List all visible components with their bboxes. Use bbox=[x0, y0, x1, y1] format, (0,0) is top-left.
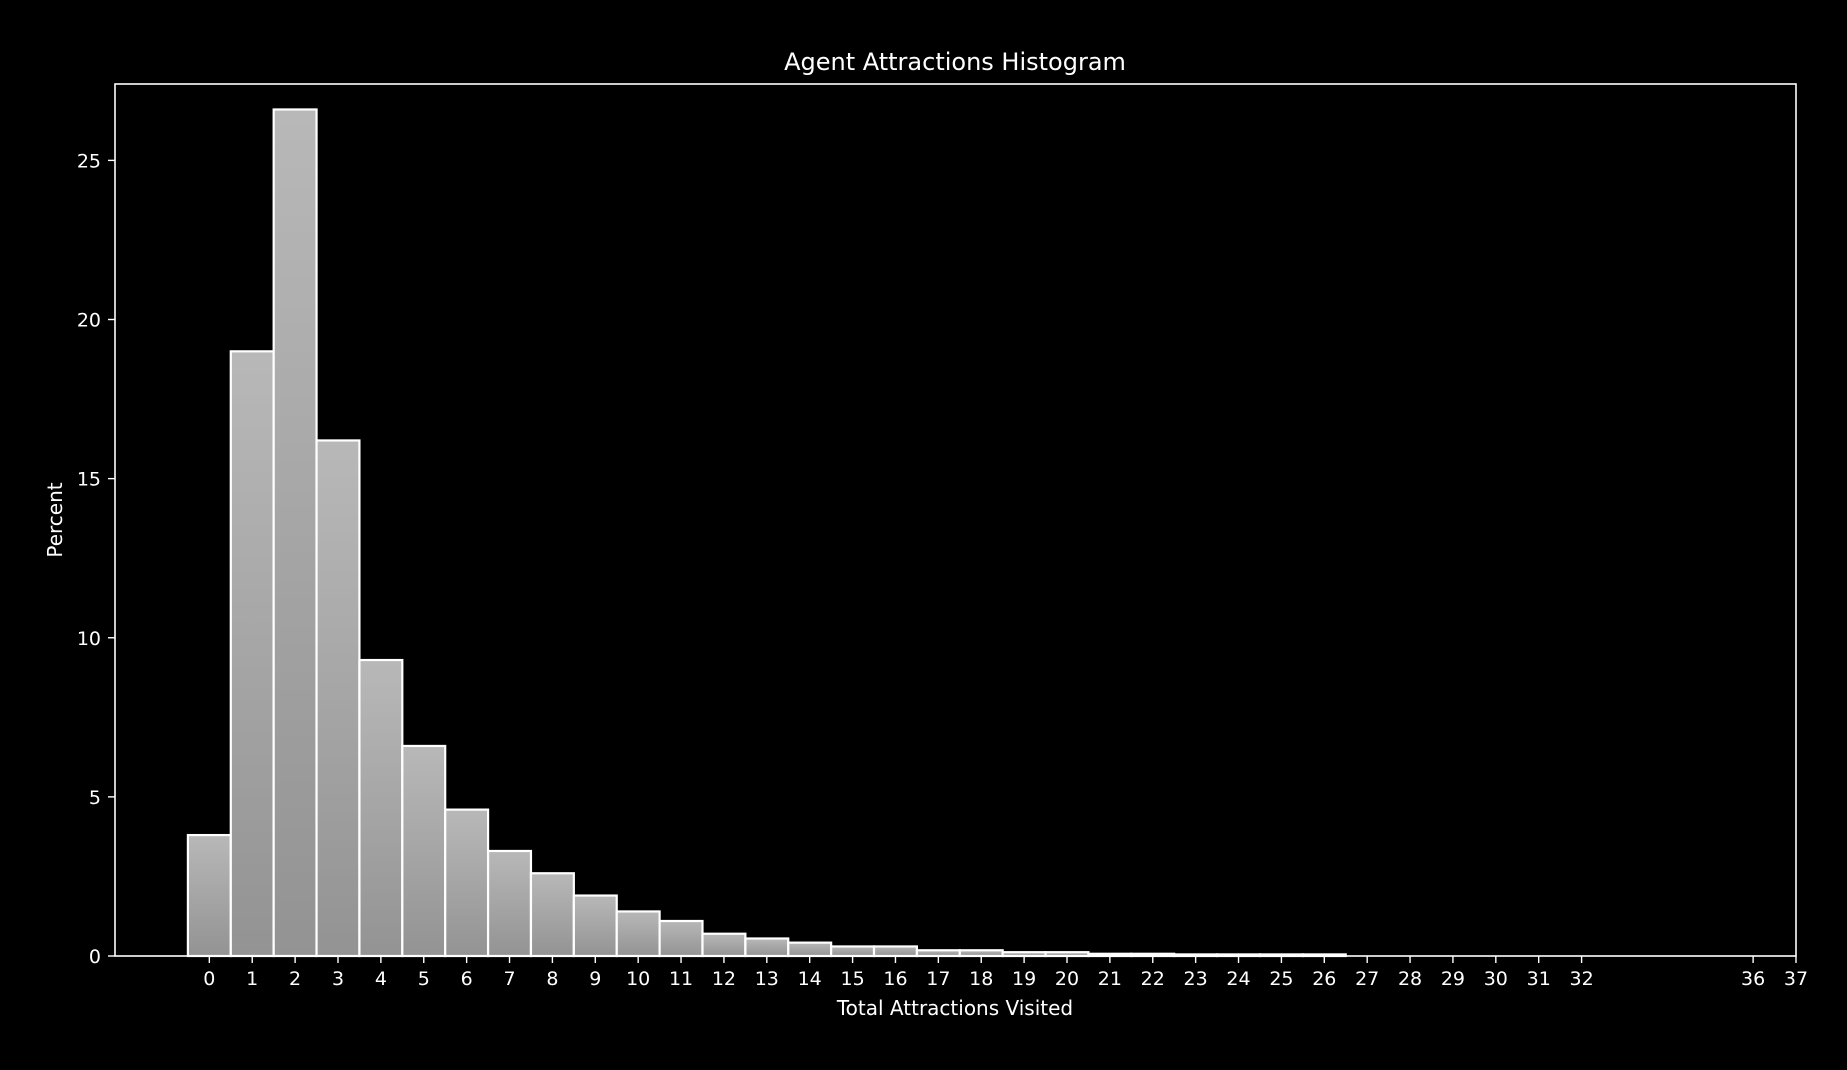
x-tick-label: 23 bbox=[1184, 968, 1208, 990]
x-tick-label: 32 bbox=[1569, 968, 1593, 990]
x-tick-label: 25 bbox=[1269, 968, 1293, 990]
x-tick-label: 14 bbox=[798, 968, 822, 990]
histogram-bar bbox=[444, 808, 490, 958]
x-tick-label: 16 bbox=[883, 968, 907, 990]
x-tick-label: 24 bbox=[1226, 968, 1250, 990]
y-tick-label: 25 bbox=[77, 150, 101, 172]
x-tick-label: 10 bbox=[626, 968, 650, 990]
histogram-bar bbox=[358, 658, 404, 958]
x-tick-label: 2 bbox=[289, 968, 301, 990]
x-axis-ticks: 0 1 2 3 4 5 6 7 8 9 10 11 12 13 14 15 16 17 18 19 20 21 22 23 24… bbox=[203, 956, 1808, 990]
histogram-bar bbox=[615, 910, 661, 958]
x-tick-label: 21 bbox=[1098, 968, 1122, 990]
x-tick-label: 8 bbox=[546, 968, 558, 990]
x-tick-label: 7 bbox=[503, 968, 515, 990]
x-tick-label: 36 bbox=[1741, 968, 1765, 990]
x-tick-label: 0 bbox=[203, 968, 215, 990]
x-tick-label: 13 bbox=[755, 968, 779, 990]
y-tick-label: 5 bbox=[89, 787, 101, 809]
histogram-bar bbox=[658, 919, 704, 958]
x-tick-label: 3 bbox=[332, 968, 344, 990]
histogram-bar bbox=[229, 350, 275, 958]
x-tick-label: 22 bbox=[1141, 968, 1165, 990]
x-tick-label: 9 bbox=[589, 968, 601, 990]
histogram-bar bbox=[701, 932, 747, 958]
histogram-bar bbox=[872, 945, 919, 958]
x-tick-label: 12 bbox=[712, 968, 736, 990]
histogram-bar bbox=[529, 872, 575, 958]
x-tick-label: 1 bbox=[246, 968, 258, 990]
histogram-bar bbox=[272, 108, 318, 958]
plot-frame bbox=[114, 83, 1797, 957]
histogram-bar bbox=[401, 744, 447, 958]
y-tick-label: 10 bbox=[77, 628, 101, 650]
x-tick-label: 18 bbox=[969, 968, 993, 990]
x-tick-label: 11 bbox=[669, 968, 693, 990]
x-tick-label: 15 bbox=[840, 968, 864, 990]
y-tick-label: 0 bbox=[89, 946, 101, 968]
x-tick-label: 19 bbox=[1012, 968, 1036, 990]
x-tick-label: 27 bbox=[1355, 968, 1379, 990]
x-axis-label: Total Attractions Visited bbox=[836, 996, 1073, 1020]
histogram-bar bbox=[486, 849, 533, 958]
histogram-bar bbox=[572, 894, 618, 958]
histogram-bar bbox=[915, 949, 961, 958]
y-tick-label: 20 bbox=[77, 310, 101, 332]
x-tick-label: 6 bbox=[461, 968, 473, 990]
histogram-bar bbox=[744, 937, 790, 958]
x-tick-label: 37 bbox=[1784, 968, 1808, 990]
histogram-bar bbox=[958, 949, 1004, 958]
x-tick-label: 26 bbox=[1312, 968, 1336, 990]
histogram-bar bbox=[830, 945, 876, 958]
x-tick-label: 5 bbox=[418, 968, 430, 990]
x-tick-label: 29 bbox=[1441, 968, 1465, 990]
x-tick-label: 4 bbox=[375, 968, 387, 990]
histogram-bar bbox=[315, 439, 361, 958]
x-tick-label: 28 bbox=[1398, 968, 1422, 990]
chart-title: Agent Attractions Histogram bbox=[784, 48, 1126, 76]
histogram-bar bbox=[186, 833, 232, 958]
histogram-bar bbox=[787, 941, 833, 958]
x-tick-label: 17 bbox=[926, 968, 950, 990]
x-tick-label: 20 bbox=[1055, 968, 1079, 990]
y-tick-label: 15 bbox=[77, 469, 101, 491]
y-axis-ticks: 0 5 10 15 20 25 bbox=[77, 150, 115, 968]
y-axis-label: Percent bbox=[43, 482, 67, 557]
x-tick-label: 31 bbox=[1527, 968, 1551, 990]
x-tick-label: 30 bbox=[1484, 968, 1508, 990]
bars-layer bbox=[186, 108, 1347, 958]
